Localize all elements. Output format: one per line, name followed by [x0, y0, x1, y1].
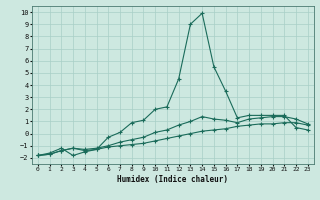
X-axis label: Humidex (Indice chaleur): Humidex (Indice chaleur)	[117, 175, 228, 184]
